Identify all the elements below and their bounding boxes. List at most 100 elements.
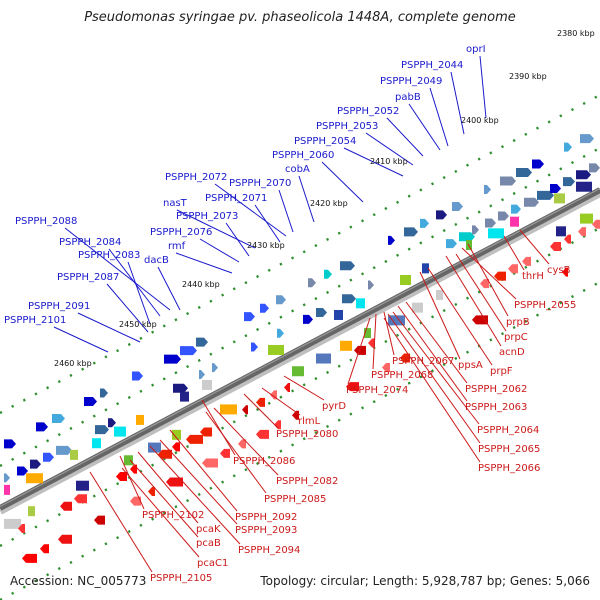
gene-label[interactable]: PSPPH_2082 [276,476,338,487]
forward-gene-arrow [340,261,355,271]
feature-box [334,309,343,320]
accession-text: Accession: NC_005773 [10,574,147,588]
leader-line [89,471,153,573]
gene-feature [116,472,127,482]
gene-feature [180,346,197,356]
gene-label[interactable]: PSPPH_2073 [176,211,238,222]
gene-feature [202,379,212,390]
gene-label[interactable]: PSPPH_2074 [346,385,408,396]
gene-label[interactable]: pcaB [196,538,221,549]
gene-label[interactable]: PSPPH_2086 [233,456,295,467]
gene-label[interactable]: PSPPH_2094 [238,545,300,556]
gene-label[interactable]: PSPPH_2063 [465,402,527,413]
leader-line [461,247,517,300]
gene-label[interactable]: PSPPH_2087 [57,272,119,283]
gene-label[interactable]: PSPPH_2068 [371,370,433,381]
gene-label[interactable]: PSPPH_2105 [150,573,212,584]
gene-label[interactable]: acnD [499,347,525,358]
gene-label[interactable]: oprI [466,44,486,55]
map-title: Pseudomonas syringae pv. phaseolicola 14… [84,10,516,25]
gene-label[interactable]: PSPPH_2067 [392,356,454,367]
gene-label[interactable]: PSPPH_2064 [477,425,539,436]
gene-feature [436,289,443,300]
forward-gene-arrow [95,425,109,435]
gene-label[interactable]: prpC [504,332,528,343]
gene-label[interactable]: PSPPH_2066 [478,463,540,474]
gene-label[interactable]: PSPPH_2071 [205,193,267,204]
gene-label[interactable]: PSPPH_2102 [142,510,204,521]
gene-label[interactable]: thrH [522,271,544,282]
gene-feature [36,422,48,432]
reverse-gene-arrow [480,279,489,289]
gene-feature [382,363,390,373]
gene-label[interactable]: PSPPH_2091 [28,301,90,312]
leader-line [225,222,250,257]
gene-label[interactable]: PSPPH_2053 [316,121,378,132]
gene-label[interactable]: PSPPH_2101 [4,315,66,326]
gene-label[interactable]: prpF [490,366,513,377]
gene-label[interactable]: nasT [163,198,188,209]
gene-feature [172,442,180,452]
gene-feature [95,425,109,435]
gene-label[interactable]: PSPPH_2060 [272,150,334,161]
forward-gene-arrow [537,190,554,200]
forward-gene-arrow [251,342,258,352]
gene-feature [488,228,504,239]
forward-gene-arrow [580,134,594,144]
gene-label[interactable]: PSPPH_2085 [264,494,326,505]
gene-label[interactable]: PSPPH_2080 [276,429,338,440]
gene-label[interactable]: pcaK [196,524,221,535]
gene-feature [136,414,144,425]
gene-label[interactable]: PSPPH_2065 [478,444,540,455]
topology-text: Topology: circular; Length: 5,928,787 bp… [260,574,590,588]
gene-label[interactable]: PSPPH_2092 [235,512,297,523]
gene-label[interactable]: PSPPH_2052 [337,106,399,117]
gene-label[interactable]: pabB [395,92,421,103]
feature-box [92,438,101,449]
gene-label[interactable]: PSPPH_2055 [514,300,576,311]
gene-label[interactable]: pyrD [322,401,346,412]
feature-box [26,473,43,484]
gene-label[interactable]: PSPPH_2044 [401,60,463,71]
gene-label[interactable]: PSPPH_2093 [235,525,297,536]
gene-feature [268,344,284,355]
gene-label[interactable]: rmf [168,241,186,252]
forward-gene-arrow [108,418,116,428]
reverse-gene-arrow [550,242,561,251]
gene-label[interactable]: PSPPH_2072 [165,172,227,183]
reverse-gene-arrow [94,515,105,525]
kbp-tick-labels: 2380 kbp 2390 kbp 2400 kbp 2410 kbp 2420 kbp… [54,29,595,368]
gene-feature [446,239,457,249]
gene-label[interactable]: prpB [506,317,530,328]
forward-gene-arrow [30,459,41,469]
reverse-gene-arrow [400,353,410,363]
gene-label[interactable]: PSPPH_2049 [380,76,442,87]
forward-gene-arrow [589,163,600,173]
gene-label[interactable]: dacB [144,255,169,266]
forward-gene-arrow [498,211,509,221]
gene-label[interactable]: PSPPH_2084 [59,237,121,248]
gene-label[interactable]: PSPPH_2088 [15,216,77,227]
forward-gene-arrow [277,328,284,338]
forward-gene-arrow [303,314,313,324]
kbp-tick-label: 2400 kbp [461,116,499,125]
gene-feature [592,219,600,229]
gene-label[interactable]: PSPPH_2083 [78,250,140,261]
gene-feature [580,213,593,224]
gene-label[interactable]: rlmL [298,416,321,427]
gene-label[interactable]: cysB [547,265,571,276]
gene-label[interactable]: ppsA [458,360,483,371]
gene-label[interactable]: PSPPH_2062 [465,384,527,395]
gene-label[interactable]: PSPPH_2054 [294,136,356,147]
feature-box [510,216,519,227]
forward-gene-arrow [484,184,491,194]
gene-label[interactable]: PSPPH_2070 [229,178,291,189]
gene-feature [4,484,10,495]
gene-label[interactable]: cobA [285,164,310,175]
gene-label[interactable]: pcaC1 [197,558,228,569]
gene-label[interactable]: PSPPH_2076 [150,227,212,238]
forward-gene-arrow [276,295,286,305]
leader-line [157,266,181,311]
gene-feature [43,452,54,462]
gene-feature [342,294,356,304]
